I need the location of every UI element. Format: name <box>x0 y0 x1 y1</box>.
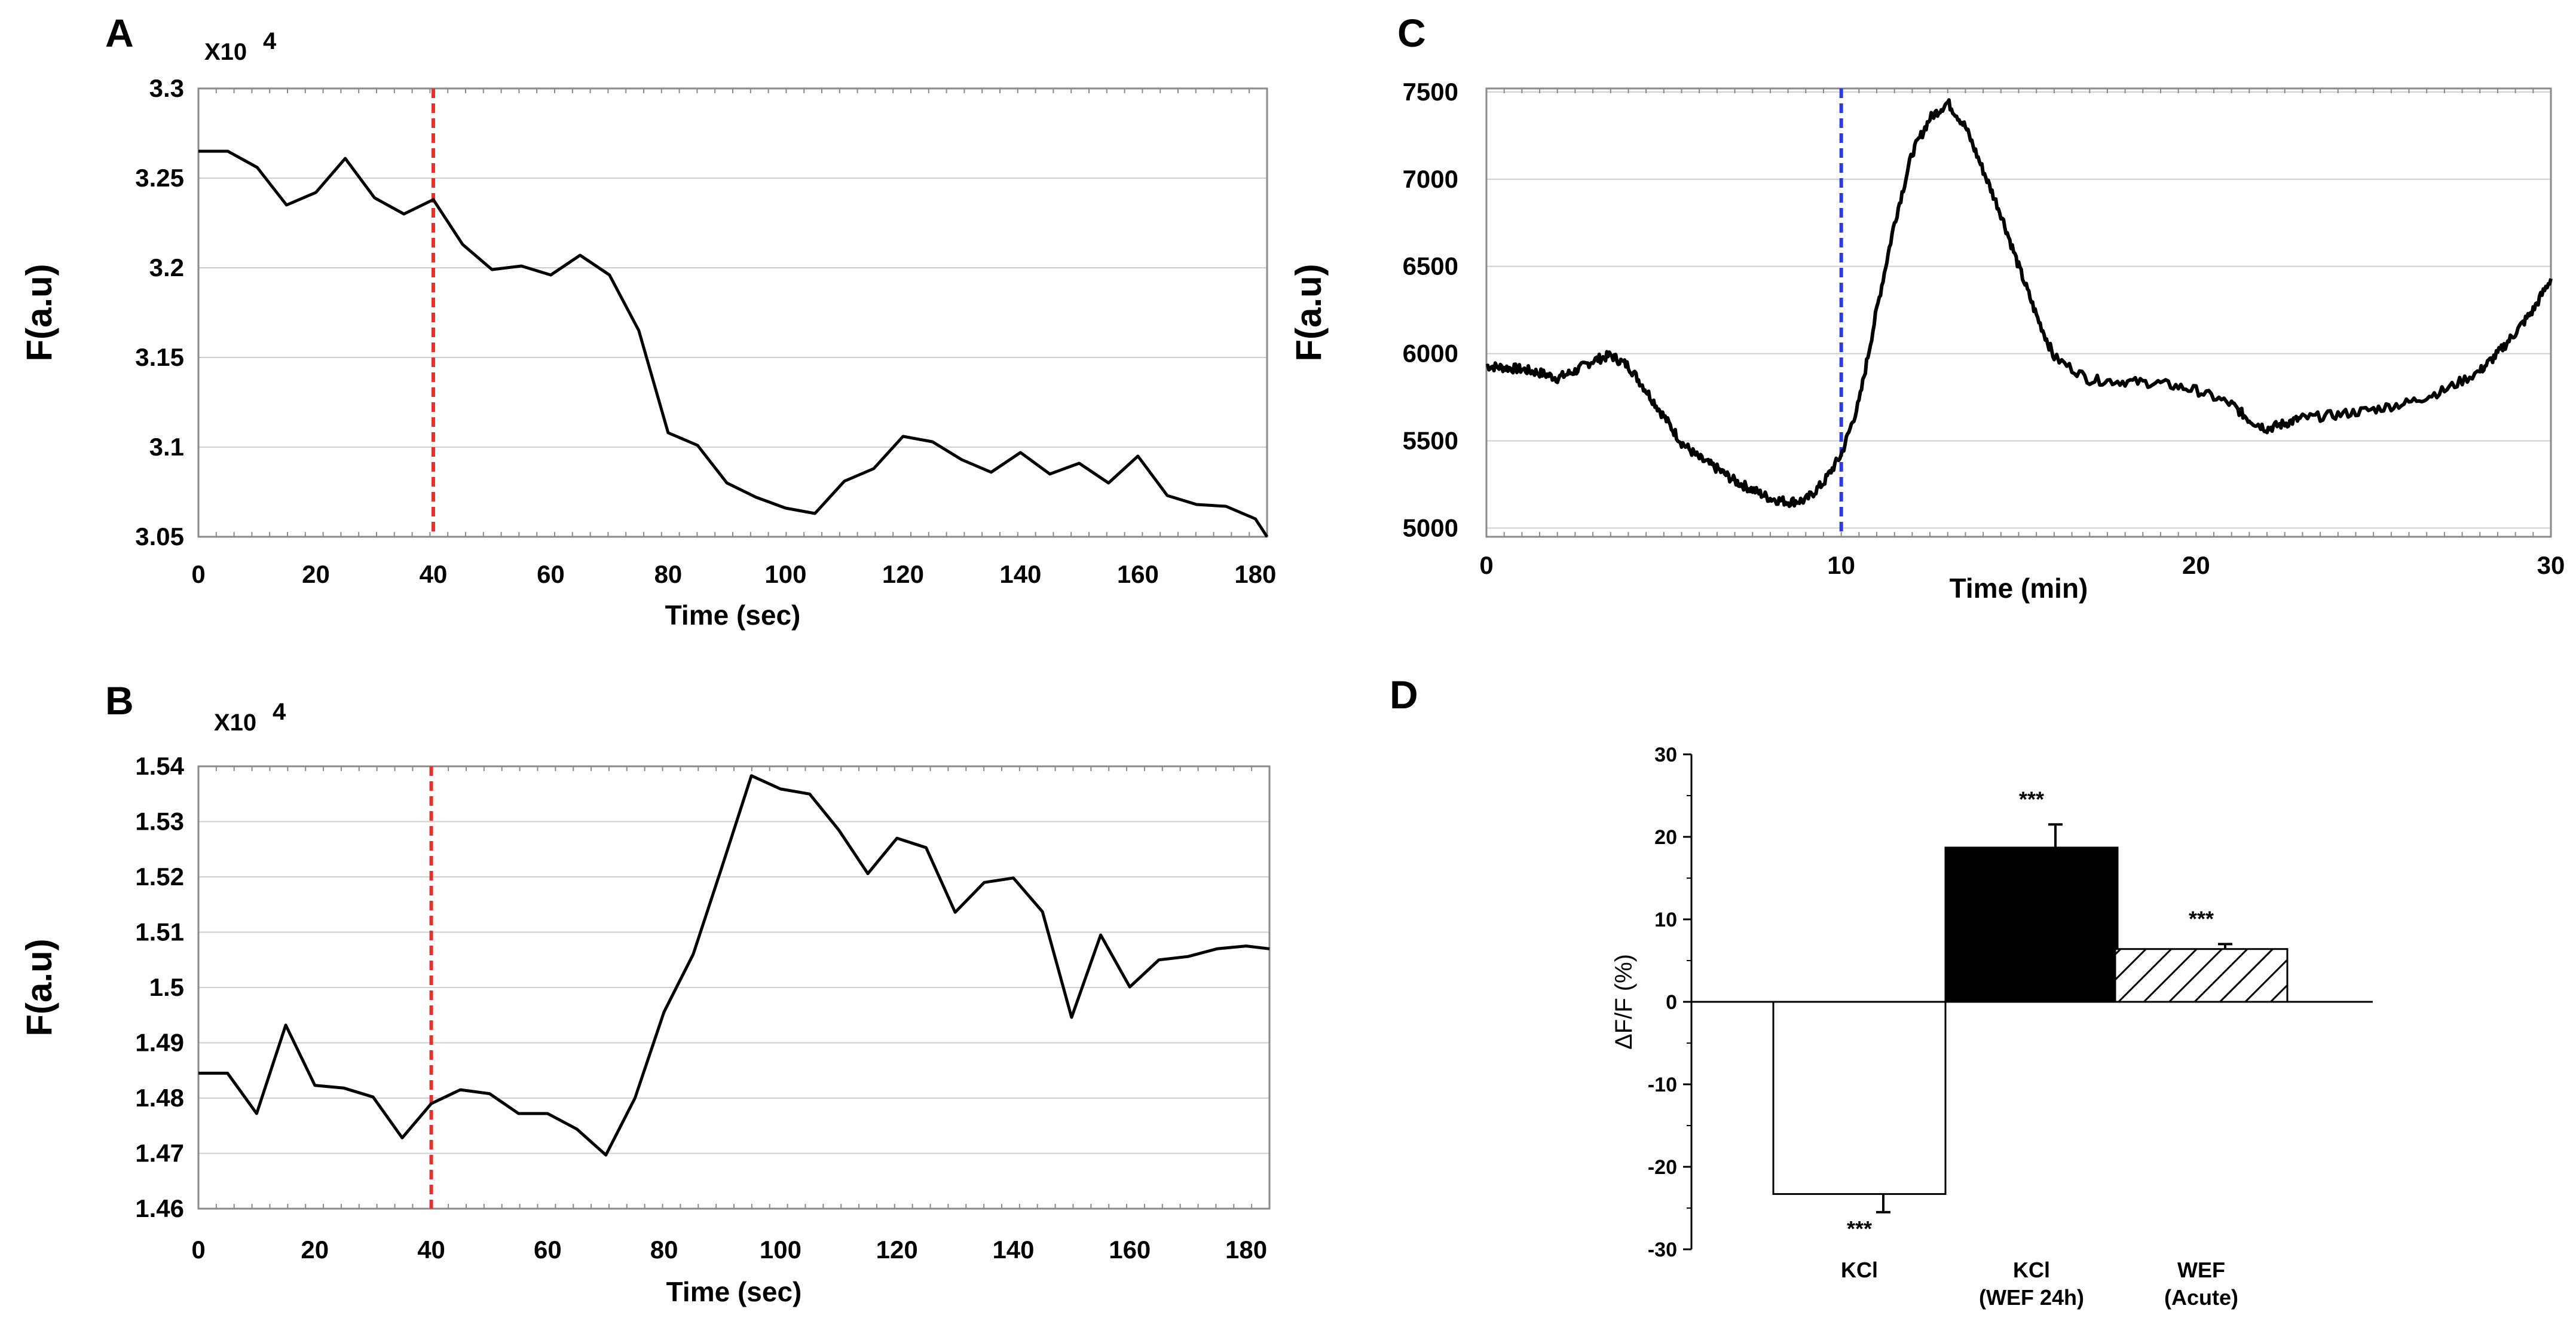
y-tick-label: 6500 <box>1403 252 1458 280</box>
bar <box>1772 1001 1947 1196</box>
y-tick-label: 1.49 <box>135 1029 184 1057</box>
y-tick-label: 3.15 <box>135 343 184 371</box>
panel-label: B <box>105 678 134 723</box>
y-axis-label: F(a.u) <box>1289 264 1329 361</box>
y-multiplier-exponent: 4 <box>263 28 277 54</box>
x-tick-label: 30 <box>2537 551 2565 579</box>
plot-frame <box>1485 87 2552 538</box>
y-tick-label: 3.3 <box>149 74 184 102</box>
x-tick-label: 40 <box>420 560 448 588</box>
panel-d-chart: D -30 -20 -10 0 10 20 30 ΔF/F (%) *** KCl *** KCl (WE… <box>1390 672 2373 1310</box>
category-sublabel: (WEF 24h) <box>1979 1285 2084 1310</box>
panel-b-chart: B 1.46 1.47 1.48 1.49 1.5 1.51 1.52 1.53 1.54 0 20 4… <box>19 678 1271 1307</box>
y-tick-label: 1.48 <box>135 1084 184 1112</box>
x-tick-label: 80 <box>654 560 683 588</box>
y-tick-label: -10 <box>1648 1074 1677 1096</box>
y-tick-label: 1.47 <box>135 1139 184 1167</box>
series-line <box>1485 98 2553 508</box>
x-tick-label: 20 <box>2182 551 2210 579</box>
y-tick-label: 30 <box>1654 744 1677 766</box>
x-tick-label: 40 <box>417 1236 445 1264</box>
significance-label: *** <box>1847 1216 1872 1241</box>
y-tick-label: 5000 <box>1403 513 1458 542</box>
panel-label: D <box>1390 672 1418 717</box>
x-tick-label: 180 <box>1234 560 1276 588</box>
panel-label: A <box>105 11 134 55</box>
x-tick-label: 10 <box>1827 551 1855 579</box>
y-tick-label: 1.52 <box>135 863 184 891</box>
y-axis-label: F(a.u) <box>19 938 59 1036</box>
x-tick-label: 80 <box>650 1236 678 1264</box>
y-multiplier-label: X10 <box>204 39 247 65</box>
x-tick-label: 20 <box>302 560 330 588</box>
y-tick-label: 1.54 <box>135 752 184 780</box>
y-tick-label: 20 <box>1654 826 1677 849</box>
significance-label: *** <box>2189 906 2214 931</box>
series-line <box>198 774 1270 1157</box>
y-tick-label: 0 <box>1666 991 1677 1014</box>
x-tick-label: 160 <box>1117 560 1159 588</box>
category-label: KCl <box>1841 1258 1878 1282</box>
x-tick-label: 20 <box>301 1236 329 1264</box>
y-tick-label: -30 <box>1648 1239 1677 1261</box>
y-tick-label: 1.51 <box>135 918 184 946</box>
y-axis-label: ΔF/F (%) <box>1611 954 1637 1050</box>
x-tick-label: 140 <box>999 560 1041 588</box>
y-tick-label: 1.46 <box>135 1194 184 1222</box>
y-tick-label: 7000 <box>1403 165 1458 193</box>
y-tick-label: 3.25 <box>135 164 184 192</box>
x-tick-label: 0 <box>1479 551 1493 579</box>
significance-label: *** <box>2019 787 2044 811</box>
plot-frame <box>197 87 1268 538</box>
y-axis-label: F(a.u) <box>19 264 59 361</box>
category-sublabel: (Acute) <box>2164 1285 2238 1310</box>
x-tick-label: 0 <box>191 1236 205 1264</box>
y-tick-label: 1.5 <box>149 973 184 1001</box>
x-tick-label: 120 <box>876 1236 918 1264</box>
bar <box>1944 846 2119 1003</box>
x-tick-label: 60 <box>534 1236 562 1264</box>
y-tick-label: 3.2 <box>149 253 184 282</box>
y-tick-label: 7500 <box>1403 78 1458 106</box>
panel-c-chart: C 5000 5500 6000 6500 7000 7500 0 10 20 30 Time (mi… <box>1289 11 2565 604</box>
category-label: WEF <box>2177 1258 2225 1282</box>
x-tick-label: 60 <box>537 560 565 588</box>
y-tick-label: 3.05 <box>135 522 184 551</box>
x-tick-label: 140 <box>992 1236 1034 1264</box>
category-label: KCl <box>2013 1258 2050 1282</box>
y-tick-label: -20 <box>1648 1156 1677 1179</box>
y-multiplier-exponent: 4 <box>273 699 286 725</box>
x-tick-label: 0 <box>191 560 205 588</box>
panel-label: C <box>1397 11 1426 55</box>
x-tick-label: 100 <box>764 560 806 588</box>
x-axis-label: Time (sec) <box>665 600 801 631</box>
y-tick-label: 10 <box>1654 909 1677 931</box>
series-line <box>198 149 1269 538</box>
x-tick-label: 180 <box>1225 1236 1267 1264</box>
y-multiplier-label: X10 <box>214 710 256 736</box>
y-tick-label: 5500 <box>1403 426 1458 454</box>
x-tick-label: 120 <box>882 560 924 588</box>
x-tick-label: 160 <box>1109 1236 1151 1264</box>
x-axis-label: Time (sec) <box>666 1276 802 1307</box>
x-axis-label: Time (min) <box>1950 573 2088 604</box>
y-tick-label: 3.1 <box>149 433 184 461</box>
bar <box>2114 948 2289 1003</box>
y-tick-label: 1.53 <box>135 808 184 836</box>
x-tick-label: 100 <box>760 1236 801 1264</box>
y-tick-label: 6000 <box>1403 340 1458 368</box>
panel-a-chart: A 3.05 3.1 3.15 3.2 3.25 3.3 0 20 40 60 80 100 120 140… <box>19 11 1276 631</box>
